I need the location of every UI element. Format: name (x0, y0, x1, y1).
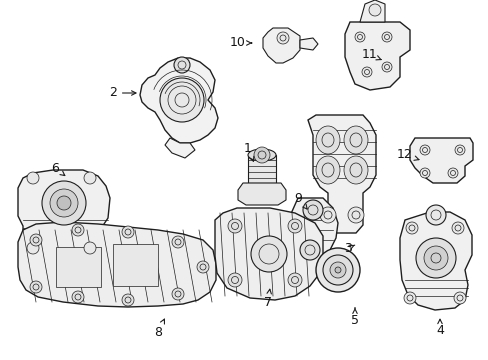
Bar (56, 247, 101, 287)
Circle shape (227, 219, 242, 233)
Circle shape (42, 181, 86, 225)
Circle shape (30, 281, 42, 293)
Text: 1: 1 (244, 141, 253, 161)
Circle shape (172, 236, 183, 248)
Ellipse shape (315, 156, 339, 184)
Circle shape (453, 292, 465, 304)
Circle shape (299, 240, 319, 260)
Circle shape (72, 224, 84, 236)
Polygon shape (409, 138, 472, 183)
Text: 4: 4 (435, 319, 443, 337)
Polygon shape (399, 212, 471, 310)
Ellipse shape (247, 149, 275, 161)
Circle shape (454, 145, 464, 155)
Ellipse shape (315, 126, 339, 154)
Circle shape (30, 234, 42, 246)
Circle shape (84, 242, 96, 254)
Circle shape (84, 172, 96, 184)
Circle shape (174, 57, 190, 73)
Polygon shape (164, 138, 195, 158)
Circle shape (172, 288, 183, 300)
Polygon shape (18, 170, 110, 258)
Circle shape (425, 205, 445, 225)
Text: 6: 6 (51, 162, 65, 176)
Text: 7: 7 (264, 289, 271, 309)
Polygon shape (140, 58, 218, 143)
Circle shape (122, 294, 134, 306)
Circle shape (361, 67, 371, 77)
Text: 9: 9 (293, 192, 306, 209)
Circle shape (381, 62, 391, 72)
Text: 2: 2 (109, 86, 136, 99)
Circle shape (57, 196, 71, 210)
Text: 11: 11 (362, 49, 380, 62)
Circle shape (253, 147, 269, 163)
Ellipse shape (343, 156, 367, 184)
Circle shape (447, 168, 457, 178)
Circle shape (381, 32, 391, 42)
Circle shape (354, 32, 364, 42)
Polygon shape (287, 198, 337, 263)
Circle shape (319, 207, 335, 223)
Circle shape (27, 172, 39, 184)
Text: 10: 10 (229, 36, 251, 49)
Circle shape (287, 219, 302, 233)
Circle shape (403, 292, 415, 304)
Circle shape (27, 242, 39, 254)
Circle shape (160, 78, 203, 122)
Circle shape (50, 189, 78, 217)
Circle shape (329, 262, 346, 278)
Polygon shape (299, 38, 317, 50)
Bar (113, 244, 158, 286)
Circle shape (122, 226, 134, 238)
Circle shape (287, 273, 302, 287)
Polygon shape (345, 22, 409, 90)
Circle shape (423, 246, 447, 270)
Circle shape (197, 261, 208, 273)
Polygon shape (215, 208, 323, 300)
Polygon shape (263, 28, 299, 63)
Circle shape (419, 145, 429, 155)
Text: 3: 3 (344, 242, 354, 255)
Circle shape (276, 32, 288, 44)
Text: 12: 12 (396, 148, 418, 162)
Circle shape (451, 222, 463, 234)
Polygon shape (18, 222, 216, 307)
Polygon shape (307, 115, 375, 233)
Circle shape (405, 222, 417, 234)
Text: 5: 5 (350, 308, 358, 327)
Circle shape (72, 291, 84, 303)
Ellipse shape (343, 126, 367, 154)
Polygon shape (238, 183, 285, 205)
Polygon shape (359, 0, 384, 22)
Circle shape (315, 248, 359, 292)
Circle shape (347, 207, 363, 223)
Text: 8: 8 (154, 319, 164, 338)
Circle shape (419, 168, 429, 178)
Circle shape (368, 4, 380, 16)
Circle shape (415, 238, 455, 278)
Circle shape (334, 267, 340, 273)
Circle shape (227, 273, 242, 287)
Circle shape (250, 236, 286, 272)
Circle shape (323, 255, 352, 285)
Circle shape (303, 200, 323, 220)
Bar (247, 155, 275, 183)
